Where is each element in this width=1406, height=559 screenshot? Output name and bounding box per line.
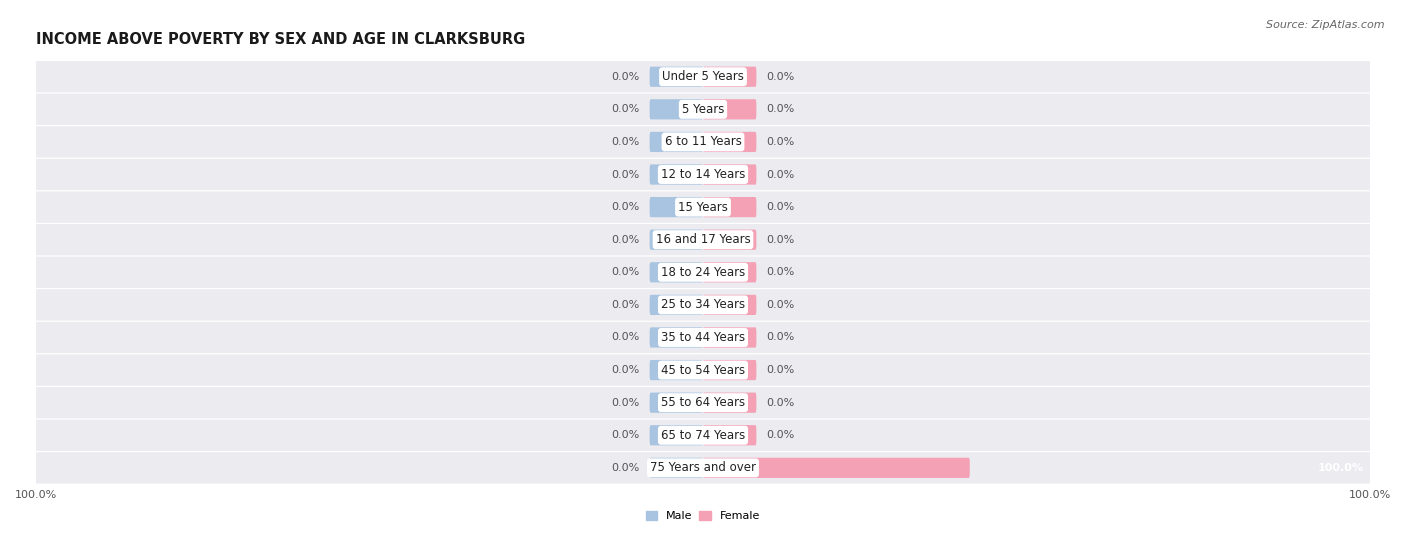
Text: 0.0%: 0.0% bbox=[612, 365, 640, 375]
Text: 0.0%: 0.0% bbox=[766, 137, 794, 147]
FancyBboxPatch shape bbox=[22, 61, 1384, 92]
FancyBboxPatch shape bbox=[703, 132, 756, 152]
Legend: Male, Female: Male, Female bbox=[647, 510, 759, 521]
FancyBboxPatch shape bbox=[22, 289, 1384, 320]
Text: 0.0%: 0.0% bbox=[766, 105, 794, 115]
FancyBboxPatch shape bbox=[703, 197, 756, 217]
Text: 0.0%: 0.0% bbox=[766, 267, 794, 277]
Text: Under 5 Years: Under 5 Years bbox=[662, 70, 744, 83]
FancyBboxPatch shape bbox=[22, 94, 1384, 125]
Text: 0.0%: 0.0% bbox=[766, 333, 794, 343]
FancyBboxPatch shape bbox=[703, 100, 756, 120]
Text: 0.0%: 0.0% bbox=[612, 267, 640, 277]
FancyBboxPatch shape bbox=[650, 295, 703, 315]
Text: Source: ZipAtlas.com: Source: ZipAtlas.com bbox=[1267, 20, 1385, 30]
Text: 0.0%: 0.0% bbox=[612, 430, 640, 440]
FancyBboxPatch shape bbox=[22, 452, 1384, 484]
Text: 0.0%: 0.0% bbox=[766, 430, 794, 440]
Text: 0.0%: 0.0% bbox=[612, 137, 640, 147]
Text: 0.0%: 0.0% bbox=[612, 235, 640, 245]
Text: 0.0%: 0.0% bbox=[612, 463, 640, 473]
FancyBboxPatch shape bbox=[22, 354, 1384, 386]
Text: 0.0%: 0.0% bbox=[766, 365, 794, 375]
FancyBboxPatch shape bbox=[703, 425, 756, 446]
FancyBboxPatch shape bbox=[650, 132, 703, 152]
Text: 0.0%: 0.0% bbox=[766, 169, 794, 179]
FancyBboxPatch shape bbox=[650, 360, 703, 380]
Text: 18 to 24 Years: 18 to 24 Years bbox=[661, 266, 745, 279]
Text: 45 to 54 Years: 45 to 54 Years bbox=[661, 363, 745, 377]
Text: 0.0%: 0.0% bbox=[612, 397, 640, 408]
Text: 5 Years: 5 Years bbox=[682, 103, 724, 116]
FancyBboxPatch shape bbox=[22, 257, 1384, 288]
Text: 6 to 11 Years: 6 to 11 Years bbox=[665, 135, 741, 149]
Text: INCOME ABOVE POVERTY BY SEX AND AGE IN CLARKSBURG: INCOME ABOVE POVERTY BY SEX AND AGE IN C… bbox=[37, 32, 526, 47]
FancyBboxPatch shape bbox=[703, 392, 756, 413]
FancyBboxPatch shape bbox=[650, 425, 703, 446]
FancyBboxPatch shape bbox=[650, 262, 703, 282]
Text: 16 and 17 Years: 16 and 17 Years bbox=[655, 233, 751, 246]
FancyBboxPatch shape bbox=[650, 328, 703, 348]
FancyBboxPatch shape bbox=[22, 224, 1384, 255]
FancyBboxPatch shape bbox=[22, 322, 1384, 353]
Text: 0.0%: 0.0% bbox=[766, 202, 794, 212]
Text: 0.0%: 0.0% bbox=[766, 300, 794, 310]
FancyBboxPatch shape bbox=[703, 360, 756, 380]
FancyBboxPatch shape bbox=[703, 164, 756, 184]
FancyBboxPatch shape bbox=[22, 159, 1384, 190]
Text: 75 Years and over: 75 Years and over bbox=[650, 461, 756, 475]
Text: 35 to 44 Years: 35 to 44 Years bbox=[661, 331, 745, 344]
FancyBboxPatch shape bbox=[650, 458, 703, 478]
Text: 25 to 34 Years: 25 to 34 Years bbox=[661, 299, 745, 311]
Text: 65 to 74 Years: 65 to 74 Years bbox=[661, 429, 745, 442]
Text: 0.0%: 0.0% bbox=[766, 235, 794, 245]
FancyBboxPatch shape bbox=[650, 164, 703, 184]
FancyBboxPatch shape bbox=[22, 387, 1384, 418]
FancyBboxPatch shape bbox=[703, 458, 970, 478]
Text: 0.0%: 0.0% bbox=[612, 202, 640, 212]
Text: 12 to 14 Years: 12 to 14 Years bbox=[661, 168, 745, 181]
Text: 0.0%: 0.0% bbox=[612, 300, 640, 310]
FancyBboxPatch shape bbox=[703, 262, 756, 282]
FancyBboxPatch shape bbox=[650, 230, 703, 250]
FancyBboxPatch shape bbox=[703, 67, 756, 87]
FancyBboxPatch shape bbox=[703, 230, 756, 250]
Text: 55 to 64 Years: 55 to 64 Years bbox=[661, 396, 745, 409]
FancyBboxPatch shape bbox=[650, 392, 703, 413]
FancyBboxPatch shape bbox=[703, 295, 756, 315]
Text: 0.0%: 0.0% bbox=[612, 105, 640, 115]
FancyBboxPatch shape bbox=[22, 126, 1384, 158]
FancyBboxPatch shape bbox=[650, 67, 703, 87]
Text: 100.0%: 100.0% bbox=[1317, 463, 1364, 473]
FancyBboxPatch shape bbox=[22, 192, 1384, 222]
Text: 0.0%: 0.0% bbox=[766, 72, 794, 82]
FancyBboxPatch shape bbox=[650, 100, 703, 120]
FancyBboxPatch shape bbox=[650, 197, 703, 217]
Text: 0.0%: 0.0% bbox=[612, 72, 640, 82]
Text: 0.0%: 0.0% bbox=[612, 169, 640, 179]
Text: 0.0%: 0.0% bbox=[612, 333, 640, 343]
FancyBboxPatch shape bbox=[703, 328, 756, 348]
Text: 15 Years: 15 Years bbox=[678, 201, 728, 214]
FancyBboxPatch shape bbox=[22, 420, 1384, 451]
Text: 0.0%: 0.0% bbox=[766, 397, 794, 408]
